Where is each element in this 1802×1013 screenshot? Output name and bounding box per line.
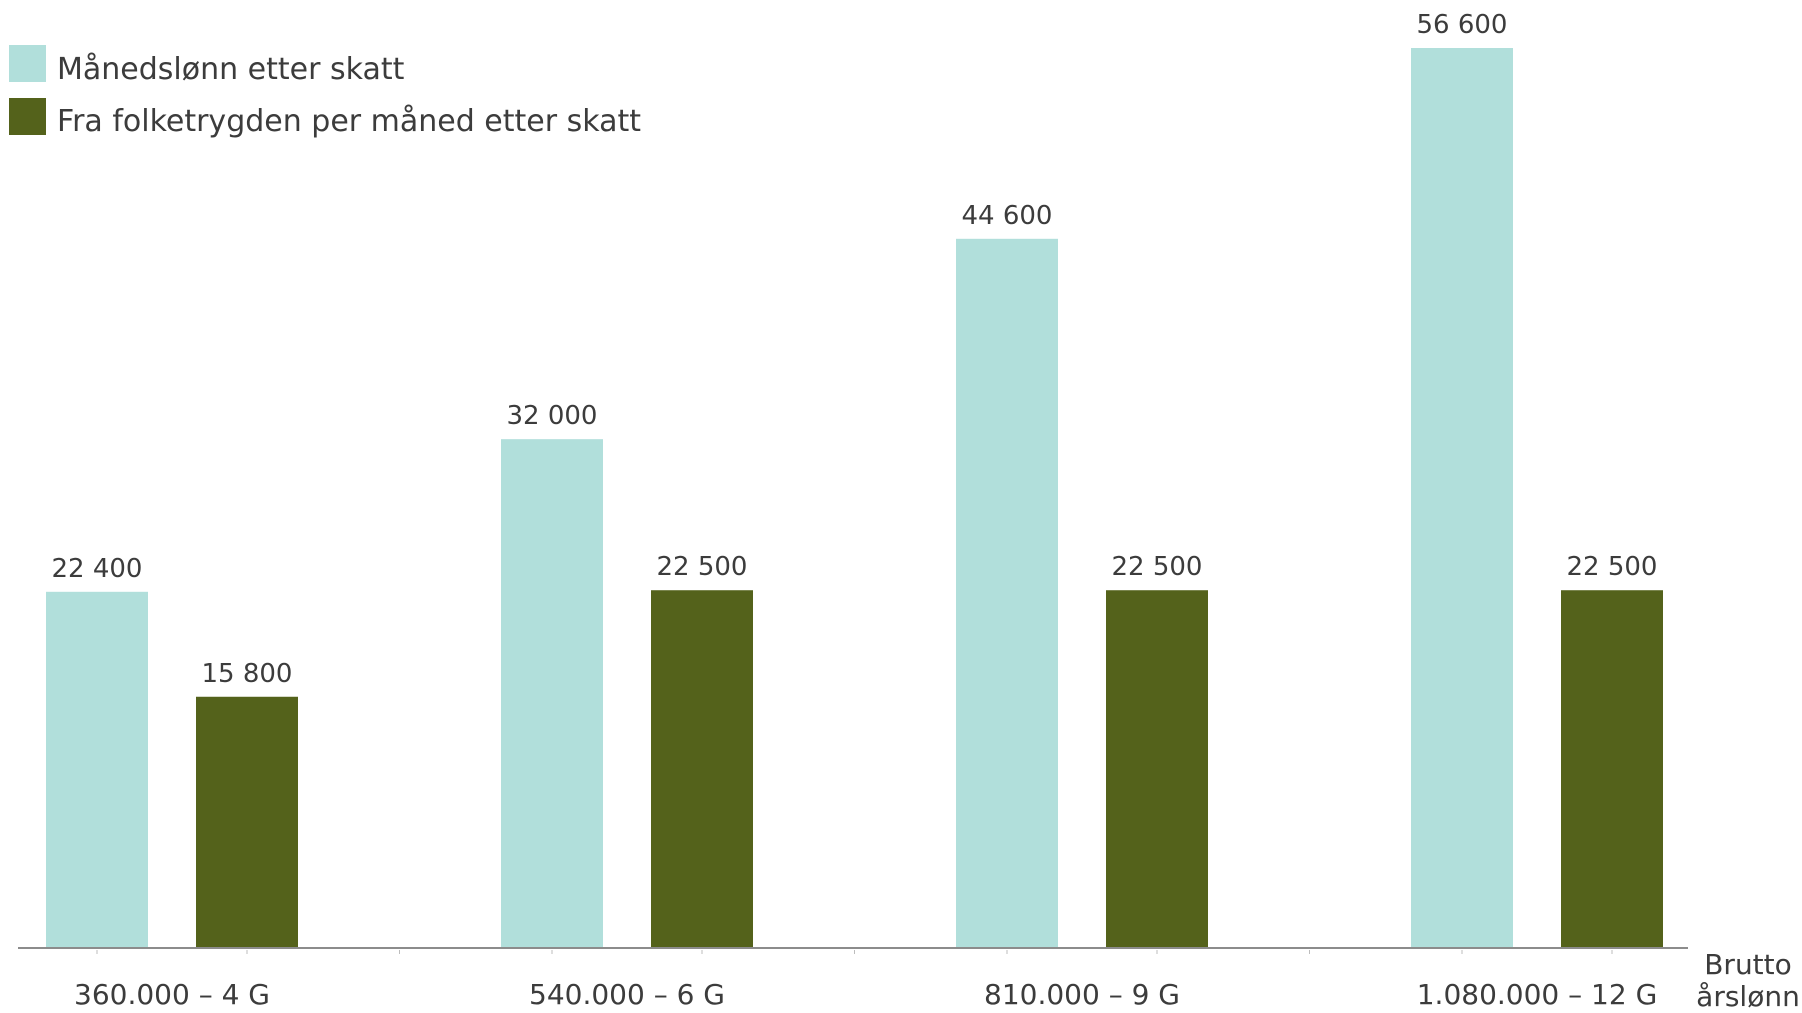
value-label-fra-folketrygden-per-maned-etter-skatt-3: 22 500 <box>1112 552 1203 582</box>
value-label-manedslonn-etter-skatt-2: 32 000 <box>507 401 598 431</box>
bar-fra-folketrygden-per-maned-etter-skatt-3 <box>1106 590 1208 948</box>
bar-manedslonn-etter-skatt-2 <box>501 439 603 948</box>
x-axis-title-line-1: Brutto <box>1704 948 1792 981</box>
x-tick-label-4: 1.080.000 – 12 G <box>1417 978 1658 1011</box>
x-tick-label-3: 810.000 – 9 G <box>984 978 1180 1011</box>
x-axis-ticks <box>96 950 1613 954</box>
value-label-fra-folketrygden-per-maned-etter-skatt-1: 15 800 <box>202 659 293 689</box>
x-tick-label-2: 540.000 – 6 G <box>529 978 725 1011</box>
bar-manedslonn-etter-skatt-4 <box>1411 48 1513 948</box>
value-label-manedslonn-etter-skatt-3: 44 600 <box>962 201 1053 231</box>
bar-fra-folketrygden-per-maned-etter-skatt-1 <box>196 696 298 948</box>
value-label-fra-folketrygden-per-maned-etter-skatt-2: 22 500 <box>657 552 748 582</box>
value-labels-group: 22 400 15 800 32 000 22 500 44 600 22 500 56 6… <box>52 10 1658 689</box>
bar-manedslonn-etter-skatt-1 <box>46 591 148 948</box>
value-label-manedslonn-etter-skatt-4: 56 600 <box>1417 10 1508 40</box>
x-axis-tick-labels: 360.000 – 4 G 540.000 – 6 G 810.000 – 9 G 1… <box>74 978 1657 1011</box>
value-label-manedslonn-etter-skatt-1: 22 400 <box>52 554 143 584</box>
bar-fra-folketrygden-per-maned-etter-skatt-4 <box>1561 590 1663 948</box>
legend-label-manedslonn: Månedslønn etter skatt <box>57 52 405 87</box>
x-tick-label-1: 360.000 – 4 G <box>74 978 270 1011</box>
bars-group <box>46 48 1663 948</box>
bar-manedslonn-etter-skatt-3 <box>956 238 1058 948</box>
legend-label-folketrygden: Fra folketrygden per måned etter skatt <box>57 104 641 139</box>
legend-swatch-folketrygden <box>9 98 46 135</box>
legend: Månedslønn etter skatt Fra folketrygden … <box>9 45 641 139</box>
x-axis-title-line-2: årslønn <box>1696 980 1800 1013</box>
value-label-fra-folketrygden-per-maned-etter-skatt-4: 22 500 <box>1567 552 1658 582</box>
bar-fra-folketrygden-per-maned-etter-skatt-2 <box>651 590 753 948</box>
legend-swatch-manedslonn <box>9 45 46 82</box>
